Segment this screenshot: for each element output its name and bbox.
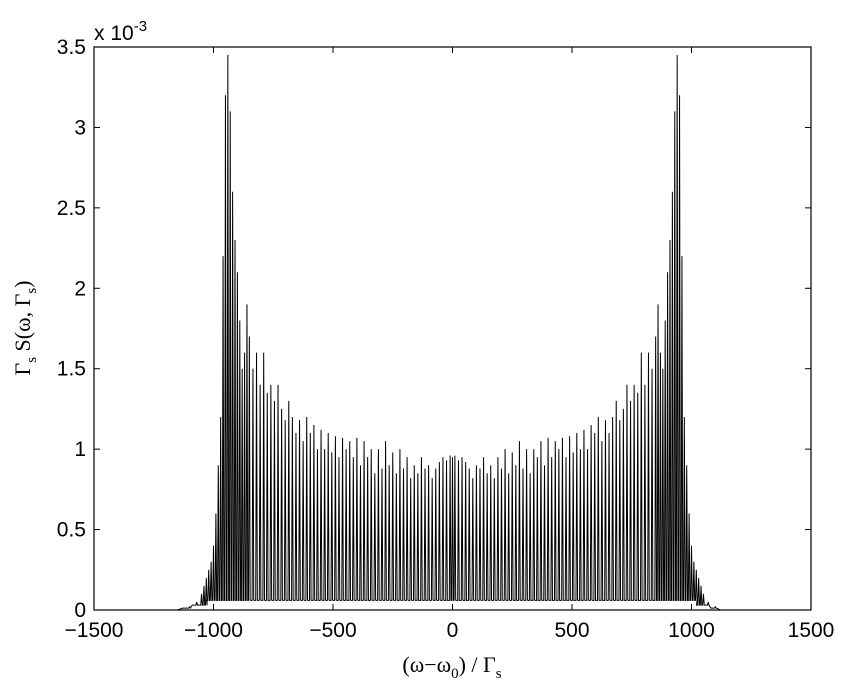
- x-tick-label: 1500: [788, 619, 835, 642]
- x-tick-label: 500: [554, 619, 589, 642]
- y-tick-label: 0.5: [57, 519, 86, 542]
- x-tick-label: −1000: [184, 619, 243, 642]
- series-line-0: [177, 55, 729, 611]
- y-tick-label: 2: [74, 277, 86, 300]
- y-tick-label: 1: [74, 438, 86, 461]
- x-axis-label: (ω−ω0) / Γs: [402, 652, 501, 682]
- y-tick-label: 3.5: [57, 36, 86, 59]
- y-tick-label: 0: [74, 599, 86, 622]
- y-tick-label: 3: [74, 116, 86, 139]
- y-axis-ticks: 0 0.5 1 1.5 2 2.5 3 3.5: [57, 36, 811, 622]
- x-tick-label: −1500: [65, 619, 124, 642]
- plot-area: [177, 55, 729, 611]
- y-tick-label: 2.5: [57, 197, 86, 220]
- y-axis-label: Γs S(ω, Γs): [10, 281, 40, 376]
- x-tick-label: 1000: [668, 619, 715, 642]
- y-exponent-label: x 10-3: [94, 18, 147, 45]
- x-tick-label: 0: [447, 619, 459, 642]
- x-tick-label: −500: [309, 619, 356, 642]
- y-tick-label: 1.5: [57, 358, 86, 381]
- x-axis-ticks: −1500 −1000 −500 0 500 1000 1500: [65, 47, 835, 642]
